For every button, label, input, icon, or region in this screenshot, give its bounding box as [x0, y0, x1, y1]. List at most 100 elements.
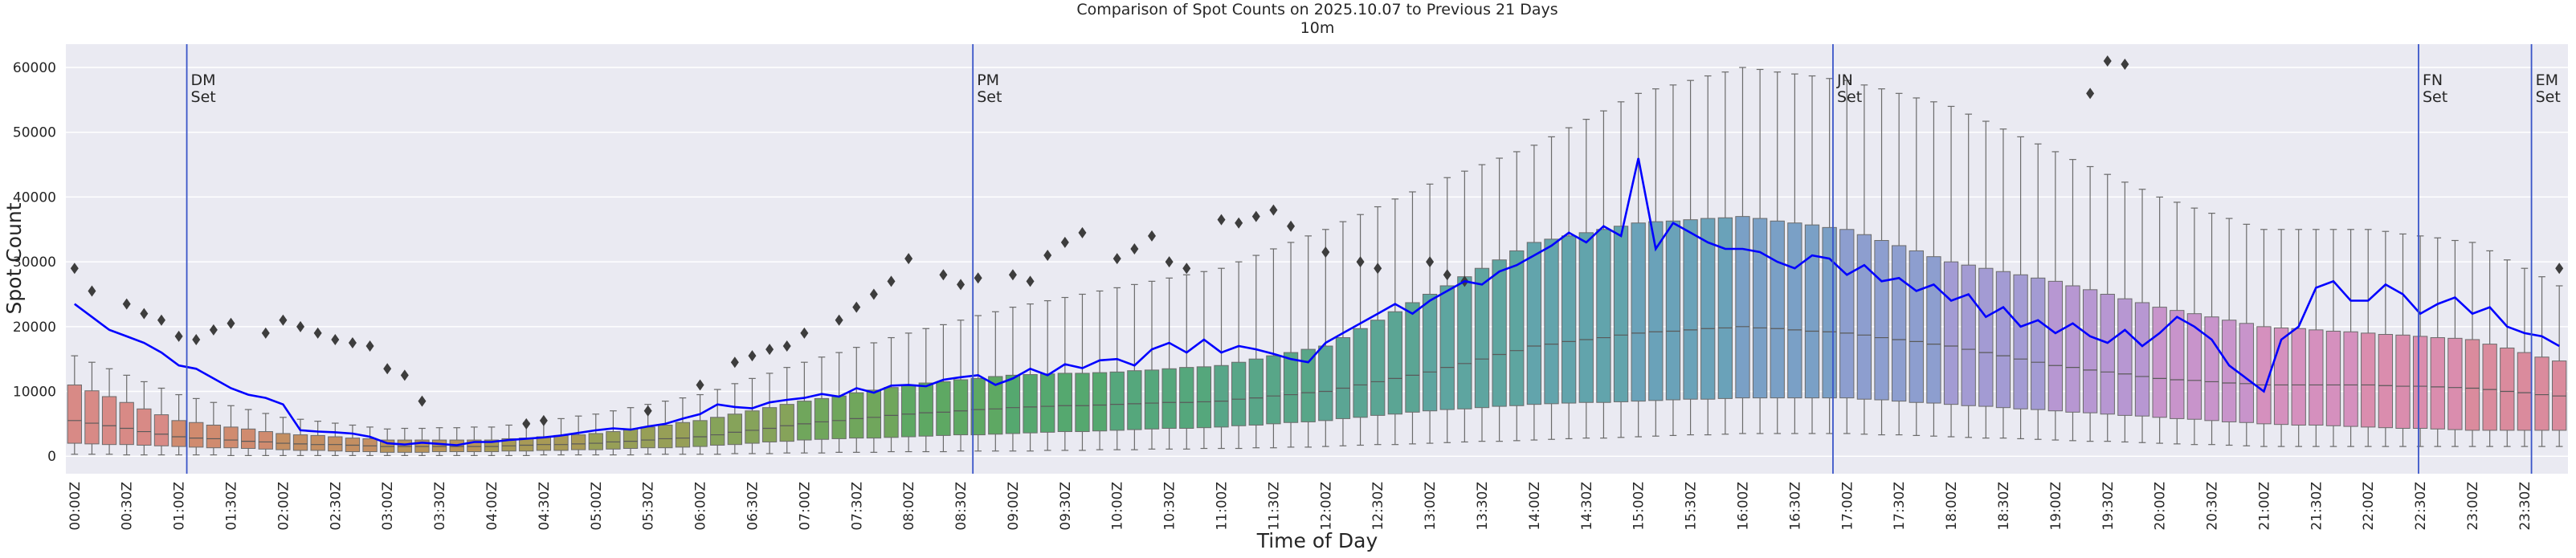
flier — [1356, 256, 1365, 268]
flier — [1147, 230, 1156, 242]
x-tick-label: 09:00Z — [1006, 482, 1022, 531]
x-tick-label: 19:00Z — [2048, 482, 2064, 531]
box-group — [1005, 307, 1021, 452]
box-group — [2291, 229, 2306, 447]
box — [1457, 276, 1472, 409]
flier — [904, 253, 913, 265]
box — [553, 434, 569, 451]
box — [797, 401, 812, 441]
box-group — [1196, 271, 1212, 450]
flier — [1130, 242, 1139, 255]
box — [640, 426, 655, 449]
box — [1161, 368, 1177, 430]
box — [1839, 229, 1855, 399]
box-group — [292, 418, 308, 457]
x-tick-label: 16:00Z — [1735, 482, 1751, 531]
box — [1926, 256, 1941, 404]
flier — [782, 340, 791, 352]
box — [1214, 365, 1229, 428]
box-group — [153, 387, 169, 456]
flier — [1321, 246, 1330, 259]
box — [1892, 245, 1907, 402]
x-tick-label: 19:30Z — [2100, 482, 2117, 531]
box-group — [1596, 110, 1611, 439]
box-group — [101, 368, 117, 455]
box — [1387, 311, 1402, 415]
box — [2204, 316, 2219, 422]
box — [1735, 216, 1750, 399]
box-group — [900, 332, 917, 453]
box-group — [2500, 259, 2515, 447]
box — [189, 422, 204, 448]
box — [137, 408, 152, 446]
box — [1700, 218, 1716, 400]
box-group — [692, 393, 708, 455]
box-group — [1526, 145, 1542, 441]
box — [2100, 293, 2115, 415]
box — [1474, 267, 1490, 409]
box-group — [675, 397, 691, 455]
x-tick-label: 04:00Z — [484, 482, 500, 531]
event-label: Set — [977, 88, 1002, 106]
box-group — [1144, 280, 1160, 450]
box-group — [623, 407, 639, 456]
box-group — [866, 342, 882, 453]
box-group — [1892, 92, 1907, 436]
y-tick-label: 10000 — [13, 385, 56, 401]
box-group — [849, 347, 864, 453]
box-group — [501, 424, 516, 457]
x-tick-label: 17:00Z — [1839, 482, 1855, 531]
box-group — [397, 427, 412, 457]
box — [362, 438, 378, 453]
x-tick-label: 23:00Z — [2465, 482, 2481, 531]
box — [1179, 367, 1194, 430]
flier — [383, 363, 392, 375]
box — [1353, 328, 1368, 418]
x-tick-label: 11:30Z — [1266, 482, 1282, 531]
flier — [748, 350, 757, 362]
box — [2239, 323, 2254, 423]
x-tick-label: 12:30Z — [1370, 482, 1386, 531]
box — [2500, 347, 2515, 431]
x-tick-label: 05:00Z — [589, 482, 605, 531]
box-group — [2170, 202, 2185, 445]
box-group — [2361, 229, 2376, 447]
box-group — [137, 381, 152, 456]
box-group — [2082, 165, 2098, 442]
box-group — [119, 374, 134, 456]
box — [1370, 320, 1386, 416]
x-tick-label: 22:30Z — [2413, 482, 2429, 531]
x-tick-label: 09:30Z — [1058, 482, 1074, 531]
chart-subtitle: 10m — [1300, 19, 1335, 37]
box-group — [1127, 283, 1142, 450]
box — [866, 389, 882, 439]
box — [2464, 339, 2480, 431]
flier — [1182, 263, 1191, 275]
x-tick-label: 07:30Z — [849, 482, 865, 531]
box — [1874, 240, 1889, 401]
box-group — [988, 311, 1003, 452]
box — [2117, 298, 2133, 416]
box-group — [2395, 233, 2411, 447]
box — [1266, 355, 1281, 425]
flier — [122, 298, 131, 310]
box — [1300, 348, 1316, 422]
box-group — [1353, 214, 1368, 446]
box — [2082, 289, 2098, 413]
box-group — [2430, 237, 2445, 447]
box — [1005, 374, 1021, 434]
x-tick-label: 00:30Z — [120, 482, 136, 531]
box-group — [1405, 191, 1420, 445]
flier — [869, 288, 878, 300]
flier — [70, 263, 79, 275]
flier — [1374, 263, 1382, 275]
x-tick-label: 03:00Z — [380, 482, 396, 531]
box — [2447, 337, 2463, 430]
box — [1683, 219, 1698, 400]
box-group — [570, 415, 586, 456]
flier — [939, 269, 948, 281]
box-group — [1040, 299, 1055, 451]
box — [1909, 250, 1924, 403]
flier — [296, 320, 305, 332]
box-group — [1700, 75, 1716, 436]
